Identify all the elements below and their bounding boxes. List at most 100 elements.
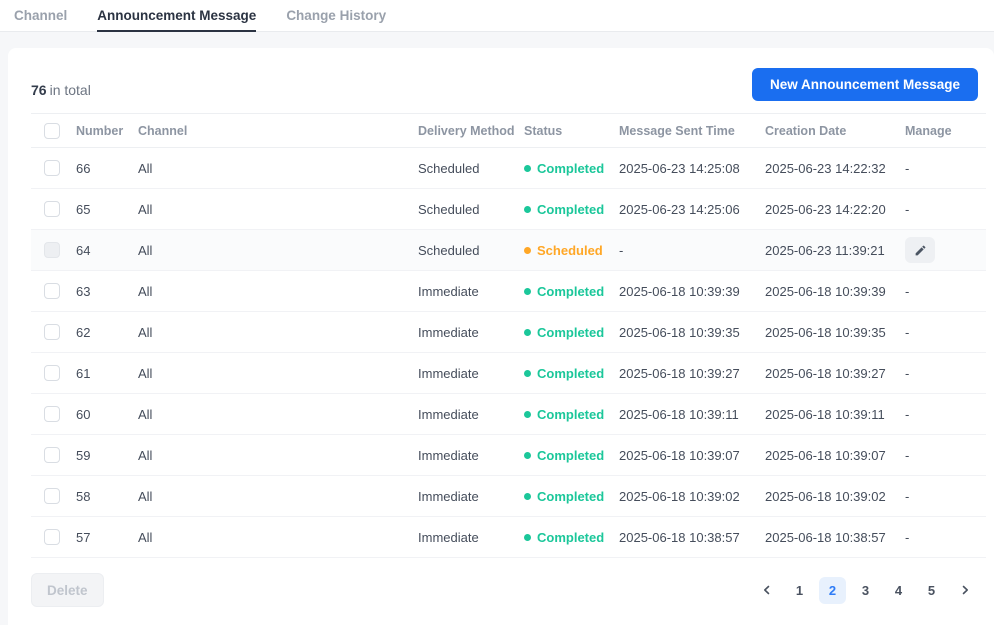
cell-status: Scheduled <box>524 229 619 271</box>
status-label: Completed <box>537 161 605 176</box>
table-header-row: Number Channel Delivery Method Status Me… <box>31 113 986 148</box>
cell-creation-date: 2025-06-18 10:39:07 <box>765 434 905 476</box>
cell-number: 64 <box>76 229 138 271</box>
cell-delivery-method: Scheduled <box>418 229 524 271</box>
table-row: 62 All Immediate Completed 2025-06-18 10… <box>31 311 986 353</box>
cell-message-sent-time: 2025-06-18 10:38:57 <box>619 516 765 558</box>
cell-delivery-method: Immediate <box>418 270 524 312</box>
status-dot-icon <box>524 493 531 500</box>
status-dot-icon <box>524 452 531 459</box>
cell-number: 57 <box>76 516 138 558</box>
table-row: 60 All Immediate Completed 2025-06-18 10… <box>31 393 986 435</box>
status-label: Completed <box>537 448 605 463</box>
toolbar: 76 in total New Announcement Message <box>8 48 994 113</box>
cell-manage: - <box>905 516 986 558</box>
cell-creation-date: 2025-06-18 10:39:39 <box>765 270 905 312</box>
cell-channel: All <box>138 147 418 189</box>
row-checkbox[interactable] <box>44 365 60 382</box>
cell-channel: All <box>138 229 418 271</box>
table-row: 65 All Scheduled Completed 2025-06-23 14… <box>31 188 986 230</box>
pagination-page-4[interactable]: 4 <box>894 582 903 598</box>
cell-status: Completed <box>524 516 619 558</box>
cell-status: Completed <box>524 147 619 189</box>
status-label: Completed <box>537 325 605 340</box>
cell-creation-date: 2025-06-18 10:39:02 <box>765 475 905 517</box>
tab-announcement-message[interactable]: Announcement Message <box>97 0 257 32</box>
pagination-page-3[interactable]: 3 <box>861 582 870 598</box>
row-checkbox[interactable] <box>44 160 60 177</box>
column-header-delivery-method: Delivery Method <box>418 113 524 148</box>
pagination-page-5[interactable]: 5 <box>927 582 936 598</box>
status-label: Completed <box>537 284 605 299</box>
cell-manage: - <box>905 475 986 517</box>
column-header-message-sent-time: Message Sent Time <box>619 113 765 148</box>
table-row: 61 All Immediate Completed 2025-06-18 10… <box>31 352 986 394</box>
status-dot-icon <box>524 370 531 377</box>
table-row: 66 All Scheduled Completed 2025-06-23 14… <box>31 147 986 189</box>
table-row: 63 All Immediate Completed 2025-06-18 10… <box>31 270 986 312</box>
cell-message-sent-time: 2025-06-18 10:39:27 <box>619 352 765 394</box>
cell-delivery-method: Immediate <box>418 475 524 517</box>
row-checkbox[interactable] <box>44 242 60 259</box>
cell-message-sent-time: 2025-06-18 10:39:11 <box>619 393 765 435</box>
row-checkbox[interactable] <box>44 324 60 341</box>
cell-creation-date: 2025-06-18 10:38:57 <box>765 516 905 558</box>
column-header-creation-date: Creation Date <box>765 113 905 148</box>
cell-number: 60 <box>76 393 138 435</box>
cell-message-sent-time: 2025-06-18 10:39:07 <box>619 434 765 476</box>
row-checkbox[interactable] <box>44 406 60 423</box>
cell-channel: All <box>138 475 418 517</box>
column-header-number: Number <box>76 113 138 148</box>
row-checkbox[interactable] <box>44 447 60 464</box>
cell-creation-date: 2025-06-18 10:39:27 <box>765 352 905 394</box>
cell-number: 65 <box>76 188 138 230</box>
status-label: Completed <box>537 366 605 381</box>
cell-channel: All <box>138 434 418 476</box>
total-count-suffix: in total <box>49 82 91 98</box>
status-dot-icon <box>524 411 531 418</box>
table-row: 57 All Immediate Completed 2025-06-18 10… <box>31 516 986 558</box>
cell-channel: All <box>138 516 418 558</box>
pagination-next-icon[interactable] <box>951 577 978 604</box>
select-all-checkbox[interactable] <box>44 122 60 139</box>
status-label: Completed <box>537 530 605 545</box>
table-body: 66 All Scheduled Completed 2025-06-23 14… <box>31 147 986 558</box>
pagination-prev-icon[interactable] <box>753 577 780 604</box>
cell-manage: - <box>905 434 986 476</box>
edit-button[interactable] <box>905 237 935 263</box>
cell-status: Completed <box>524 352 619 394</box>
cell-number: 59 <box>76 434 138 476</box>
pagination-page-1[interactable]: 1 <box>795 582 804 598</box>
cell-manage: - <box>905 147 986 189</box>
status-dot-icon <box>524 206 531 213</box>
row-checkbox[interactable] <box>44 488 60 505</box>
tab-change-history[interactable]: Change History <box>286 8 387 23</box>
cell-creation-date: 2025-06-18 10:39:35 <box>765 311 905 353</box>
row-checkbox[interactable] <box>44 201 60 218</box>
cell-delivery-method: Immediate <box>418 434 524 476</box>
status-dot-icon <box>524 288 531 295</box>
cell-delivery-method: Immediate <box>418 311 524 353</box>
cell-message-sent-time: - <box>619 229 765 271</box>
table-row: 64 All Scheduled Scheduled - 2025-06-23 … <box>31 229 986 271</box>
cell-number: 62 <box>76 311 138 353</box>
cell-message-sent-time: 2025-06-23 14:25:08 <box>619 147 765 189</box>
cell-channel: All <box>138 352 418 394</box>
cell-message-sent-time: 2025-06-23 14:25:06 <box>619 188 765 230</box>
pagination-page-2[interactable]: 2 <box>819 576 846 604</box>
row-checkbox[interactable] <box>44 529 60 546</box>
status-label: Completed <box>537 407 605 422</box>
column-header-channel: Channel <box>138 113 418 148</box>
status-label: Completed <box>537 489 605 504</box>
delete-button[interactable]: Delete <box>31 573 104 607</box>
cell-delivery-method: Immediate <box>418 352 524 394</box>
row-checkbox[interactable] <box>44 283 60 300</box>
cell-channel: All <box>138 393 418 435</box>
tab-channel[interactable]: Channel <box>14 8 68 23</box>
new-announcement-message-button[interactable]: New Announcement Message <box>751 68 978 101</box>
cell-manage: - <box>905 270 986 312</box>
cell-manage: - <box>905 311 986 353</box>
cell-creation-date: 2025-06-23 14:22:32 <box>765 147 905 189</box>
announcement-table: Number Channel Delivery Method Status Me… <box>31 113 986 558</box>
